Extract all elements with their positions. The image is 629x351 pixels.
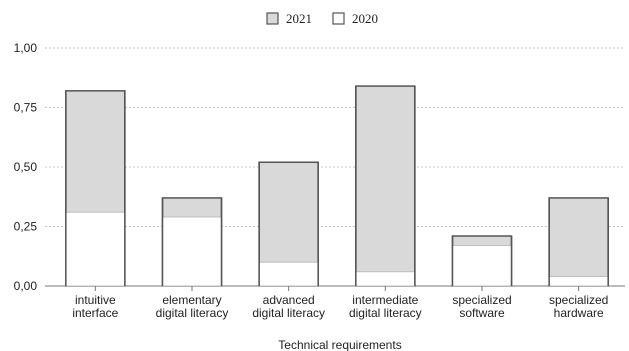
category-label: advanced: [263, 293, 315, 307]
category-label: intuitive: [75, 293, 116, 307]
bar-2020: [258, 261, 319, 287]
legend-label: 2020: [352, 11, 378, 26]
bar-2020: [355, 271, 416, 287]
category-label: hardware: [554, 306, 604, 320]
bar-2021: [355, 85, 416, 287]
category-label: digital literacy: [349, 306, 422, 320]
legend-label: 2021: [286, 11, 312, 26]
y-tick-label: 1,00: [14, 41, 38, 55]
category-label: intermediate: [352, 293, 418, 307]
bar-2020: [548, 275, 609, 287]
bar-2020: [162, 216, 222, 287]
bar-2021: [548, 197, 609, 287]
category-label: elementary: [162, 293, 221, 307]
y-tick-label: 0,25: [14, 220, 38, 234]
y-tick-label: 0,50: [14, 160, 38, 174]
bar-2020: [65, 211, 126, 287]
category-label: specialized: [549, 293, 608, 307]
bar-2020: [452, 245, 512, 287]
category-label: specialized: [452, 293, 511, 307]
y-tick-label: 0,75: [14, 101, 38, 115]
category-label: digital literacy: [252, 306, 325, 320]
category-label: digital literacy: [156, 306, 229, 320]
legend-swatch-2021: [266, 12, 279, 25]
category-label: software: [459, 306, 505, 320]
category-label: interface: [72, 306, 118, 320]
x-axis-title: Technical requirements: [278, 338, 401, 351]
legend-swatch-2020: [332, 12, 345, 25]
y-tick-label: 0,00: [14, 279, 38, 293]
